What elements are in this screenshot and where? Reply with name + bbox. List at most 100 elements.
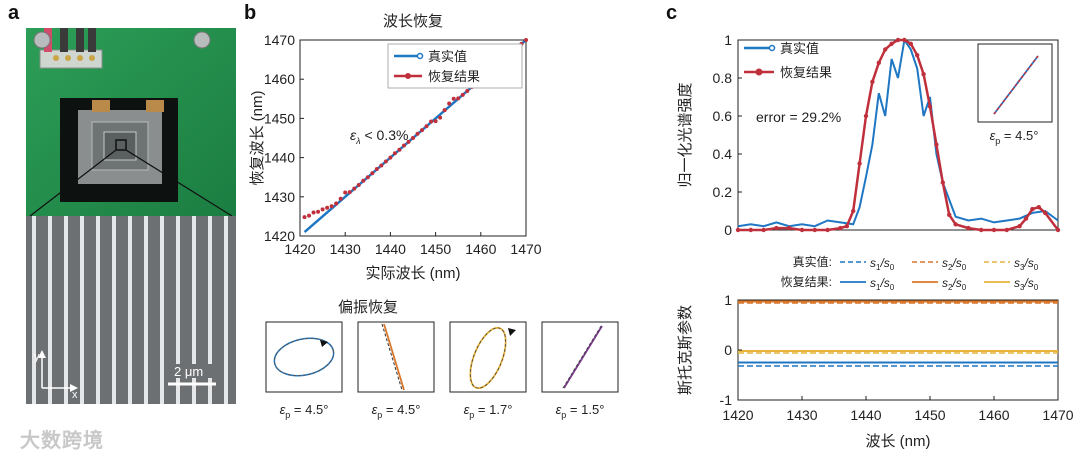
- recovered-point: [356, 183, 361, 188]
- ellipse-box-3: [449, 321, 527, 393]
- recovered-point: [401, 143, 406, 148]
- stokes-legend: 真实值: 恢复结果: s1/s0 s2/s0 s3/s0 s1/s0 s2/s0…: [781, 254, 1039, 292]
- device-photo: y x 2 μm: [26, 28, 236, 404]
- b-xtick-label: 1470: [510, 241, 541, 257]
- spectrum-stokes-chart: 0 0.2 0.4 0.6 0.8 1 归一化光谱强度 真实值 恢复结果 error = …: [677, 32, 1074, 450]
- svg-text:s1/s0: s1/s0: [870, 256, 895, 272]
- c-xtick-label: 1420: [722, 407, 753, 423]
- c-ytick-label: 0.8: [713, 70, 733, 86]
- recovered-point: [524, 38, 528, 42]
- chart-c-ylabel-bottom: 斯托克斯参数: [677, 305, 694, 395]
- panel-label-a: a: [8, 2, 20, 24]
- recovered-point: [411, 136, 415, 140]
- recovered-point: [392, 151, 397, 156]
- recovered-point: [397, 147, 402, 152]
- ellipse-label-4: εp = 1.5°: [556, 402, 605, 420]
- recovered-point: [374, 166, 379, 171]
- axis-y-label: y: [34, 351, 40, 363]
- recovered-point: [316, 209, 321, 214]
- panel-label-c: c: [666, 2, 678, 24]
- spectrum-recovered-point: [735, 227, 741, 233]
- spectrum-recovered-point: [1030, 206, 1035, 212]
- spectrum-recovered-point: [966, 225, 971, 231]
- svg-text:s1/s0: s1/s0: [870, 276, 895, 292]
- ellipse-box-2: [357, 321, 435, 393]
- spectrum-recovered-point: [927, 104, 933, 109]
- recovered-point: [420, 128, 425, 133]
- chart-b-ylabel: 恢复波长 (nm): [248, 90, 266, 185]
- chart-b-xlabel: 实际波长 (nm): [366, 265, 461, 282]
- recovered-point: [320, 207, 325, 212]
- chart-b-title: 波长恢复: [383, 12, 443, 30]
- inset-ellipse: [977, 43, 1053, 123]
- recovered-point: [352, 186, 357, 191]
- recovered-point: [325, 205, 330, 210]
- c-xtick-label: 1450: [914, 407, 945, 423]
- c-ytick-label: 0.6: [713, 108, 733, 124]
- spectrum-recovered-point: [1004, 227, 1009, 233]
- axis-x-label: x: [72, 389, 78, 401]
- recovered-point: [311, 210, 316, 215]
- error-text: error = 29.2%: [756, 109, 841, 125]
- c-ytick-label: 0: [724, 222, 732, 238]
- scale-bar-label: 2 μm: [174, 364, 203, 379]
- spectrum-recovered-point: [1043, 210, 1048, 216]
- b-xtick-label: 1420: [284, 241, 315, 257]
- stokes-rec-label: 恢复结果:: [781, 275, 832, 289]
- recovered-point: [447, 101, 452, 106]
- recovered-point: [329, 204, 334, 209]
- spectrum-recovered-point: [761, 227, 766, 233]
- ellipse-label-3: εp = 1.7°: [464, 402, 513, 420]
- b-ytick-label: 1440: [264, 150, 295, 166]
- spectrum-recovered-point: [947, 212, 952, 217]
- svg-text:s3/s0: s3/s0: [1014, 276, 1039, 292]
- ellipse-label-1: εp = 4.5°: [280, 402, 329, 420]
- recovered-point: [388, 155, 393, 160]
- legend-true-label: 真实值: [428, 49, 467, 64]
- spectrum-recovered-point: [1017, 224, 1022, 229]
- wavelength-recovery-chart: 波长恢复 1420 1430 1440 1450 1460 1470 1420 1430 14…: [248, 12, 542, 282]
- b-xtick-label: 1460: [465, 241, 496, 257]
- recovered-point: [365, 175, 370, 180]
- c-legend-recovered: 恢复结果: [780, 65, 832, 80]
- recovered-point: [442, 108, 447, 113]
- b-ytick-label: 1450: [264, 110, 295, 126]
- polarization-recovery: 偏振恢复 εp = 4.5° εp = 4.5° εp = 1.7° εp = …: [265, 298, 619, 420]
- spectrum-recovered-point: [895, 37, 901, 43]
- spectrum-recovered-point: [1055, 227, 1061, 233]
- svg-text:s3/s0: s3/s0: [1014, 256, 1039, 272]
- spectrum-recovered-point: [799, 227, 805, 233]
- ellipse-box-4: [541, 321, 619, 393]
- chart-c-ylabel-top: 归一化光谱强度: [677, 82, 694, 187]
- recovered-point: [302, 215, 307, 220]
- recovered-point: [415, 131, 420, 136]
- spectrum-recovered-point: [870, 79, 875, 85]
- b-xtick-label: 1440: [375, 241, 406, 257]
- spectrum-recovered-point: [921, 72, 926, 77]
- recovered-point: [424, 124, 429, 129]
- spectrum-recovered-point: [889, 41, 894, 46]
- recovered-point: [406, 139, 411, 144]
- chart-b-legend: [387, 43, 523, 89]
- recovered-point: [347, 190, 352, 195]
- spectrum-recovered-point: [953, 222, 958, 227]
- spectrum-recovered-point: [908, 41, 913, 46]
- spectrum-recovered-point: [940, 180, 945, 185]
- chart-c-xlabel: 波长 (nm): [866, 433, 931, 450]
- c-xtick-label: 1460: [978, 407, 1009, 423]
- spectrum-recovered-point: [1023, 216, 1029, 221]
- spectrum-recovered-point: [902, 37, 907, 43]
- c-ytick-label: 1: [724, 32, 732, 48]
- spectrum-recovered-point: [857, 161, 862, 166]
- recovered-point: [456, 96, 461, 101]
- recovered-point: [451, 96, 456, 101]
- c-xtick-label: 1430: [786, 407, 817, 423]
- epsilon-lambda-annotation: ελ < 0.3%: [350, 127, 408, 146]
- recovered-point: [429, 119, 434, 124]
- recovered-point: [460, 92, 465, 97]
- pol-title: 偏振恢复: [338, 298, 398, 316]
- spectrum-recovered-point: [844, 224, 849, 229]
- b-ytick-label: 1430: [264, 189, 295, 205]
- spectrum-recovered-point: [934, 142, 939, 147]
- legend-recovered-label: 恢复结果: [428, 69, 480, 84]
